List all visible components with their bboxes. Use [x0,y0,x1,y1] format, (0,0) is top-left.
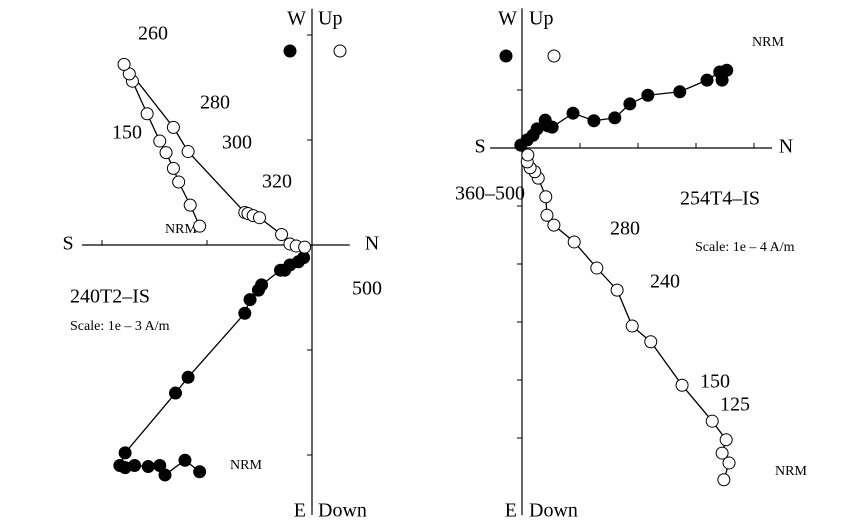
data-point [675,378,689,392]
data-point [275,228,289,241]
data-point [539,190,553,204]
annotation: NRM [230,458,262,473]
data-point [193,465,207,479]
data-point [253,211,266,225]
annotation: NRM [165,222,197,237]
data-point [255,278,269,292]
data-point [625,319,639,333]
key-filled [283,44,297,58]
data-point [141,460,155,474]
axis-label: Down [318,500,367,522]
data-point [169,386,182,400]
data-point [118,446,132,460]
scale-label: Scale: 1e – 3 A/m [70,319,170,334]
data-point [514,138,528,152]
data-point [159,146,173,160]
annotation: 150 [112,122,142,144]
data-point [117,57,131,71]
data-point [566,106,580,120]
data-point [140,107,154,121]
data-point [243,293,257,307]
axis-label: W [498,8,517,30]
data-point [541,119,555,133]
data-point [644,335,658,349]
annotation: 280 [610,218,640,240]
data-point [178,453,192,467]
axis-label: N [365,233,379,255]
data-point [717,473,731,487]
data-point [181,370,195,384]
data-point [623,97,637,111]
axis-label: Up [529,8,553,30]
annotation: 360–500 [455,183,525,205]
annotation: 300 [222,132,252,154]
data-point [181,145,195,159]
axis-label: Up [318,8,342,30]
data-point [153,134,167,148]
data-point [590,261,604,275]
data-point [547,218,561,232]
data-point [113,459,127,472]
annotation: 125 [720,394,750,416]
annotation: NRM [775,464,807,479]
data-point [641,88,655,102]
axis-label: E [294,500,306,522]
annotation: 240 [650,271,680,293]
data-point [715,446,729,460]
axis-label: S [474,136,485,158]
series-line [520,70,728,146]
data-point [521,148,535,162]
data-point [610,283,624,297]
data-point [587,114,601,128]
data-point [238,306,252,320]
sample-label: 254T4–IS [680,188,760,210]
data-point [166,161,180,175]
annotation: 500 [352,278,382,300]
data-point [673,85,687,99]
data-point [298,240,312,254]
data-point [705,414,719,428]
key-filled [499,49,513,63]
annotation: 260 [138,23,168,45]
data-point [172,175,186,189]
axis-label: W [287,8,306,30]
key-open [333,44,347,58]
data-point [166,120,180,134]
data-point [540,208,554,222]
axis-label: E [505,500,517,522]
axis-label: N [779,136,793,158]
annotation: 280 [200,92,230,114]
scale-label: Scale: 1e – 4 A/m [695,240,795,255]
data-point [183,198,197,212]
data-point [153,459,167,472]
axis-label: Down [529,500,578,522]
data-point [722,456,736,470]
data-point [700,73,714,87]
data-point [713,65,727,79]
sample-label: 240T2–IS [70,286,150,308]
data-point [193,219,207,233]
key-open [547,49,561,63]
data-point [567,235,581,249]
annotation: 150 [700,371,730,393]
axis-label: S [62,233,73,255]
annotation: NRM [752,35,784,50]
data-point [719,433,733,447]
annotation: 320 [262,171,292,193]
data-point [608,111,622,125]
